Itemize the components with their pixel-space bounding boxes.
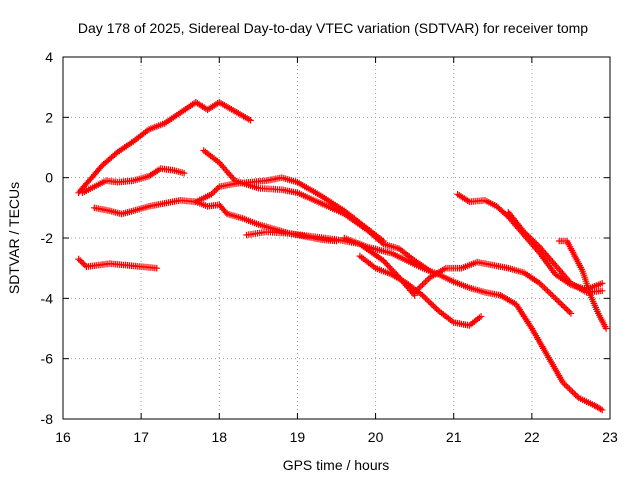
series-s13-markers — [555, 237, 610, 332]
series-s9 — [411, 258, 575, 317]
tick-layer: 16 17 18 19 20 21 22 23 -8 -6 -4 -2 0 2 4 — [41, 49, 618, 445]
x-tick-label: 19 — [290, 429, 306, 445]
series-s7-markers — [243, 228, 418, 299]
series-s8 — [356, 252, 485, 329]
series-s3-markers — [75, 255, 161, 272]
y-tick-label: 2 — [45, 109, 53, 125]
series-s6-markers — [200, 147, 434, 275]
y-tick-label: 4 — [45, 49, 53, 65]
y-tick-label: -6 — [41, 351, 54, 367]
series-s7 — [243, 228, 418, 299]
series-s12 — [505, 209, 606, 296]
chart-title: Day 178 of 2025, Sidereal Day-to-day VTE… — [78, 20, 588, 36]
x-axis-title: GPS time / hours — [283, 457, 390, 473]
x-tick-label: 17 — [133, 429, 149, 445]
series-s13 — [555, 237, 610, 332]
x-tick-label: 21 — [446, 429, 462, 445]
x-tick-label: 20 — [368, 429, 384, 445]
y-axis-title: SDTVAR / TECUs — [6, 182, 22, 294]
series-s6 — [200, 147, 434, 275]
series-s8-markers — [356, 252, 485, 329]
y-tick-label: 0 — [45, 170, 53, 186]
series-s1 — [75, 99, 254, 196]
y-tick-label: -8 — [41, 411, 54, 427]
series-s2 — [79, 165, 188, 196]
series-s3 — [75, 255, 161, 272]
x-tick-label: 22 — [524, 429, 540, 445]
y-tick-label: -2 — [41, 230, 54, 246]
x-tick-label: 18 — [211, 429, 227, 445]
series-s10-markers — [341, 234, 606, 414]
x-tick-label: 16 — [55, 429, 71, 445]
y-tick-label: -4 — [41, 290, 54, 306]
x-tick-label: 23 — [602, 429, 618, 445]
series-s1-markers — [75, 99, 254, 196]
series-s10 — [341, 234, 606, 414]
series-s2-markers — [79, 165, 188, 196]
series-s12-markers — [505, 209, 606, 296]
series-s9-markers — [411, 258, 575, 317]
series-layer — [75, 99, 610, 414]
